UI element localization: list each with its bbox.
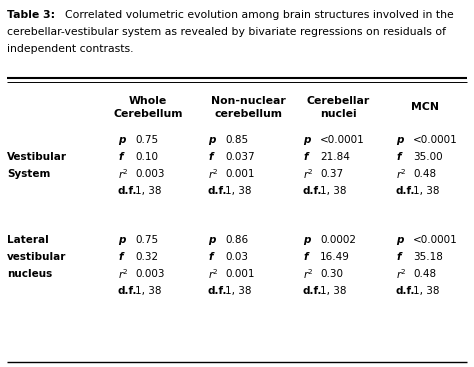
Text: 35.18: 35.18 (413, 252, 443, 262)
Text: 0.03: 0.03 (225, 252, 248, 262)
Text: vestibular: vestibular (7, 252, 66, 262)
Text: 0.37: 0.37 (320, 169, 343, 179)
Text: 0.32: 0.32 (135, 252, 158, 262)
Text: p: p (118, 235, 126, 245)
Text: 1, 38: 1, 38 (413, 286, 439, 296)
Text: cerebellar-vestibular system as revealed by bivariate regressions on residuals o: cerebellar-vestibular system as revealed… (7, 27, 446, 37)
Text: f: f (118, 152, 122, 162)
Text: Correlated volumetric evolution among brain structures involved in the: Correlated volumetric evolution among br… (65, 10, 454, 20)
Text: 1, 38: 1, 38 (413, 186, 439, 196)
Text: $r^2$: $r^2$ (396, 267, 407, 281)
Text: 0.48: 0.48 (413, 269, 436, 279)
Text: 0.75: 0.75 (135, 135, 158, 145)
Text: p: p (396, 235, 403, 245)
Text: d.f.: d.f. (396, 186, 416, 196)
Text: f: f (208, 252, 212, 262)
Text: nuclei: nuclei (319, 109, 356, 119)
Text: 16.49: 16.49 (320, 252, 350, 262)
Text: d.f.: d.f. (208, 286, 228, 296)
Text: 0.001: 0.001 (225, 169, 255, 179)
Text: $r^2$: $r^2$ (303, 167, 314, 181)
Text: $r^2$: $r^2$ (118, 167, 129, 181)
Text: f: f (208, 152, 212, 162)
Text: d.f.: d.f. (208, 186, 228, 196)
Text: <0.0001: <0.0001 (413, 235, 458, 245)
Text: $r^2$: $r^2$ (118, 267, 129, 281)
Text: cerebellum: cerebellum (214, 109, 282, 119)
Text: $r^2$: $r^2$ (208, 267, 219, 281)
Text: 0.0002: 0.0002 (320, 235, 356, 245)
Text: 1, 38: 1, 38 (135, 186, 162, 196)
Text: f: f (396, 252, 401, 262)
Text: 1, 38: 1, 38 (225, 286, 252, 296)
Text: f: f (303, 152, 308, 162)
Text: 35.00: 35.00 (413, 152, 443, 162)
Text: p: p (118, 135, 126, 145)
Text: $r^2$: $r^2$ (396, 167, 407, 181)
Text: d.f.: d.f. (118, 286, 137, 296)
Text: 1, 38: 1, 38 (135, 286, 162, 296)
Text: 0.10: 0.10 (135, 152, 158, 162)
Text: 21.84: 21.84 (320, 152, 350, 162)
Text: 0.001: 0.001 (225, 269, 255, 279)
Text: p: p (303, 235, 310, 245)
Text: $r^2$: $r^2$ (208, 167, 219, 181)
Text: d.f.: d.f. (303, 286, 322, 296)
Text: p: p (208, 235, 215, 245)
Text: 0.85: 0.85 (225, 135, 248, 145)
Text: 1, 38: 1, 38 (320, 286, 346, 296)
Text: Cerebellum: Cerebellum (113, 109, 183, 119)
Text: $r^2$: $r^2$ (303, 267, 314, 281)
Text: <0.0001: <0.0001 (413, 135, 458, 145)
Text: MCN: MCN (411, 102, 439, 112)
Text: Vestibular: Vestibular (7, 152, 67, 162)
Text: d.f.: d.f. (396, 286, 416, 296)
Text: f: f (118, 252, 122, 262)
Text: 0.75: 0.75 (135, 235, 158, 245)
Text: nucleus: nucleus (7, 269, 52, 279)
Text: Cerebellar: Cerebellar (306, 96, 370, 106)
Text: f: f (396, 152, 401, 162)
Text: d.f.: d.f. (303, 186, 322, 196)
Text: 1, 38: 1, 38 (320, 186, 346, 196)
Text: independent contrasts.: independent contrasts. (7, 44, 134, 54)
Text: f: f (303, 252, 308, 262)
Text: 1, 38: 1, 38 (225, 186, 252, 196)
Text: Non-nuclear: Non-nuclear (210, 96, 285, 106)
Text: 0.86: 0.86 (225, 235, 248, 245)
Text: 0.48: 0.48 (413, 169, 436, 179)
Text: 0.30: 0.30 (320, 269, 343, 279)
Text: <0.0001: <0.0001 (320, 135, 365, 145)
Text: 0.037: 0.037 (225, 152, 255, 162)
Text: p: p (303, 135, 310, 145)
Text: Whole: Whole (129, 96, 167, 106)
Text: Table 3:: Table 3: (7, 10, 55, 20)
Text: 0.003: 0.003 (135, 169, 164, 179)
Text: Lateral: Lateral (7, 235, 49, 245)
Text: d.f.: d.f. (118, 186, 137, 196)
Text: p: p (396, 135, 403, 145)
Text: System: System (7, 169, 50, 179)
Text: 0.003: 0.003 (135, 269, 164, 279)
Text: p: p (208, 135, 215, 145)
